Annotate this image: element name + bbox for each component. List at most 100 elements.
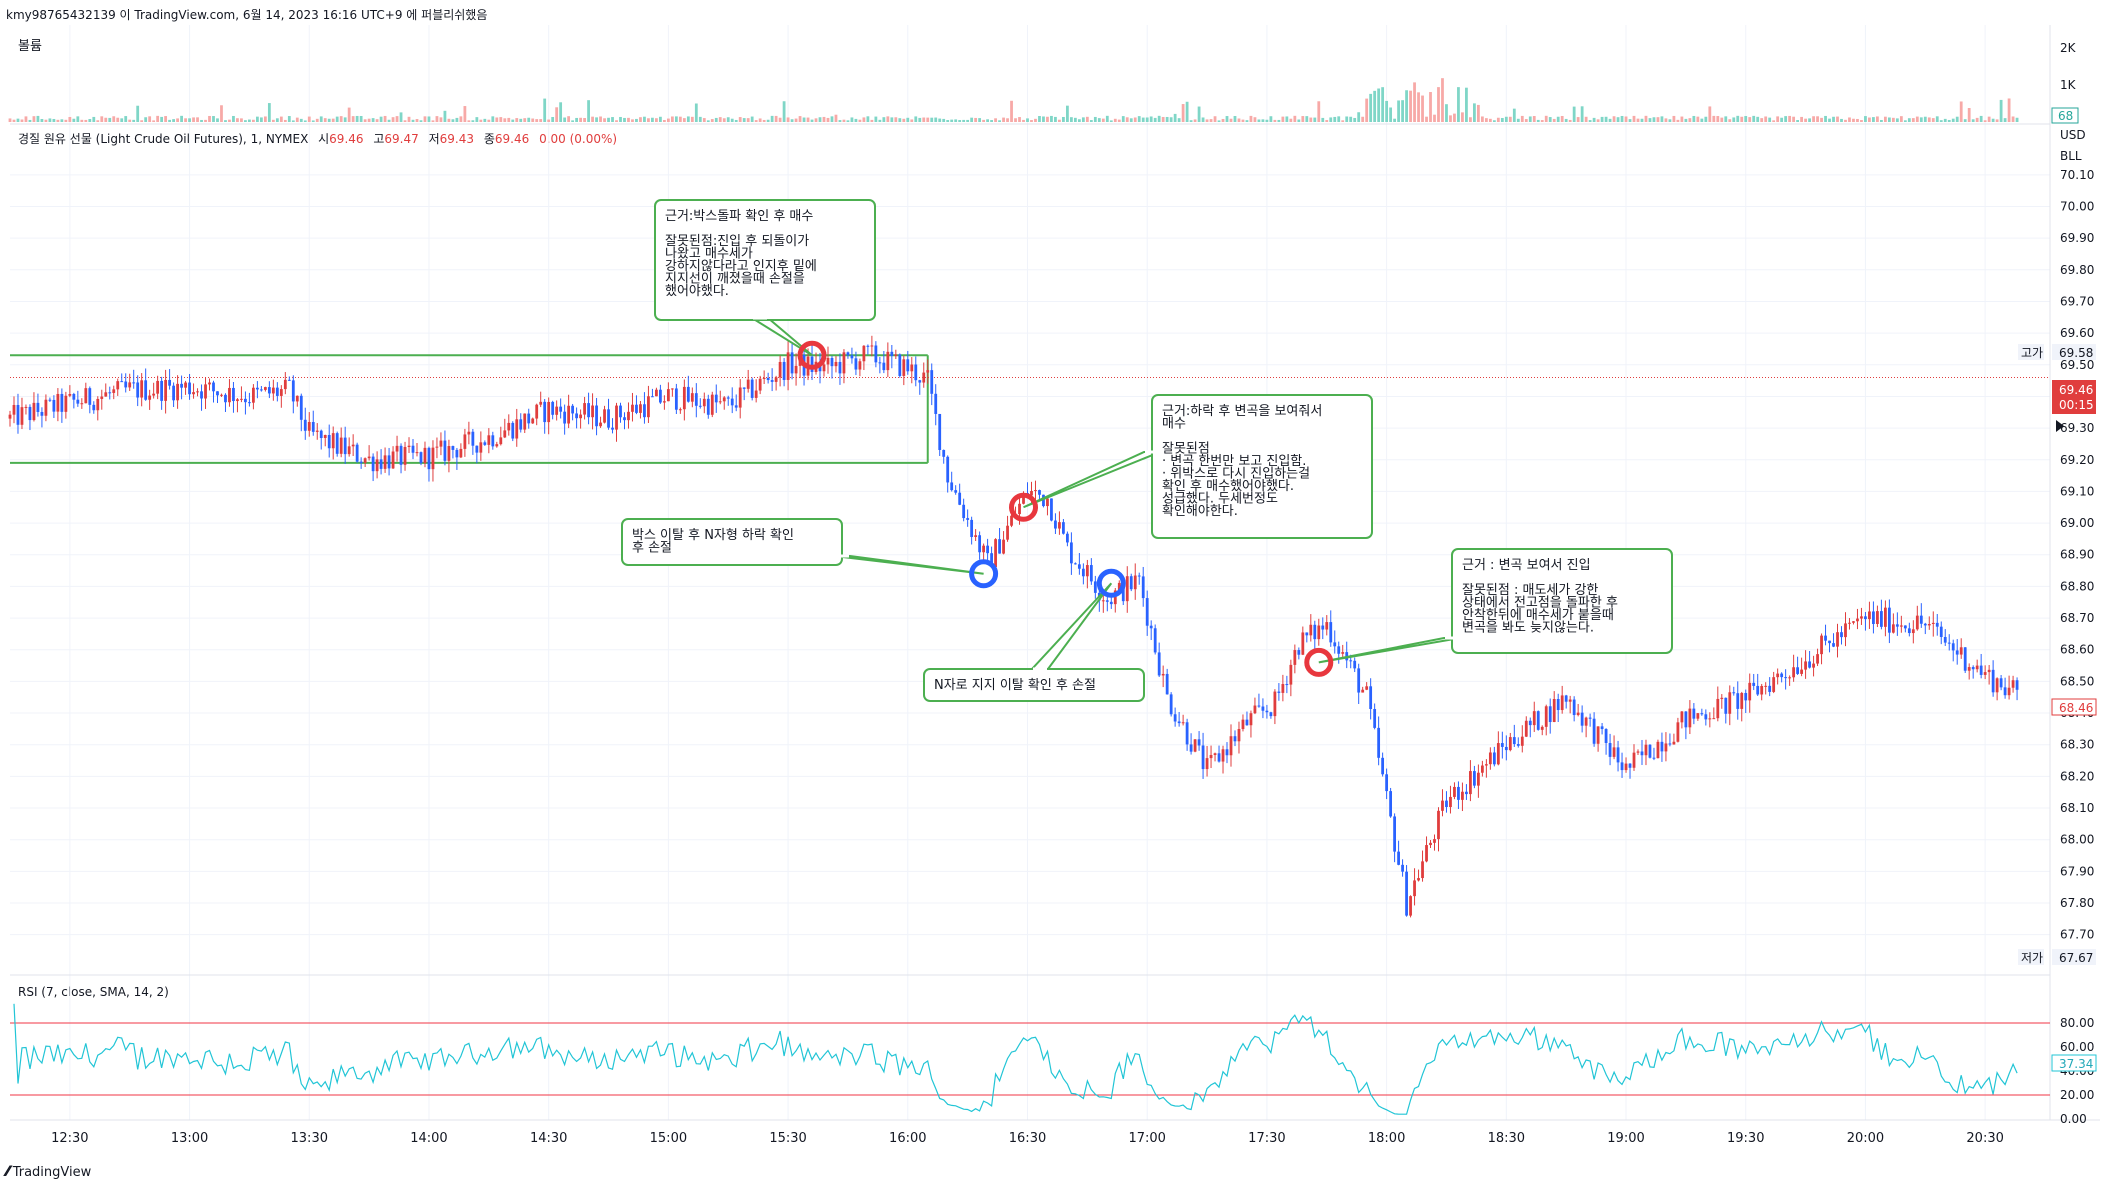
candle-body	[782, 361, 786, 380]
candle-body	[1780, 673, 1784, 678]
volume-bar	[1816, 116, 1819, 122]
candle-body	[331, 433, 335, 449]
candle-body	[659, 389, 662, 403]
candle-body	[543, 401, 547, 423]
volume-bar	[1077, 119, 1081, 122]
candle-body	[12, 404, 16, 415]
candle-body	[1301, 632, 1305, 655]
volume-bar	[267, 103, 271, 122]
footer-brand[interactable]: ⁄⁄ TradingView	[6, 1164, 91, 1180]
price-tick-label: 69.10	[2060, 484, 2094, 498]
candle-body	[92, 404, 96, 411]
volume-bar	[1349, 116, 1353, 122]
candle-body	[1812, 663, 1815, 668]
callout-text-line: 변곡을 봐도 늦지않는다.	[1462, 621, 1594, 636]
volume-bar	[323, 118, 327, 122]
candle-body	[271, 387, 275, 394]
candle-body	[1073, 563, 1077, 565]
candle-body	[1887, 607, 1891, 633]
volume-bar	[842, 119, 846, 122]
volume-bar	[1568, 119, 1572, 122]
price-tick-label: 68.30	[2060, 738, 2094, 752]
volume-bar	[1604, 116, 1608, 122]
candle-body	[894, 354, 898, 356]
candle-body	[1947, 642, 1951, 644]
volume-bar	[327, 118, 331, 122]
candle-body	[104, 392, 108, 397]
time-axis[interactable]: 12:30 13:00 13:30 14:00 14:30 15:00 15:30 16:00…	[51, 1131, 2004, 1146]
volume-bar	[1261, 119, 1265, 122]
candle-body	[40, 411, 44, 416]
volume-bar	[1880, 119, 1883, 122]
candle-body	[128, 382, 132, 388]
candle-body	[1768, 685, 1772, 692]
candle-body	[599, 422, 602, 427]
volume-bar	[1584, 116, 1588, 122]
volume-bar	[1125, 117, 1129, 122]
volume-bar	[363, 119, 367, 122]
volume-bar	[1038, 116, 1041, 122]
volume-bar	[515, 118, 519, 122]
candle-body	[1193, 739, 1197, 752]
candle-body	[794, 365, 798, 374]
volume-bar	[96, 120, 100, 122]
candle-body	[56, 393, 60, 412]
candle-body	[1361, 689, 1365, 693]
candle-body	[479, 442, 483, 453]
volume-bar	[1820, 117, 1823, 122]
candle-body	[842, 352, 846, 374]
volume-bar	[295, 117, 299, 122]
candle-body	[244, 398, 247, 403]
volume-bar	[403, 120, 407, 122]
candle-body	[255, 387, 259, 390]
volume-bar	[1744, 116, 1748, 122]
volume-bar	[1800, 116, 1803, 122]
candle-body	[1732, 692, 1736, 694]
volume-bar	[355, 115, 359, 122]
candle-body	[1672, 741, 1676, 745]
candle-body	[1959, 647, 1963, 655]
candle-body	[1309, 624, 1313, 636]
candle-body	[591, 405, 594, 418]
candle-body	[1728, 692, 1732, 714]
volume-bar	[1548, 117, 1552, 122]
candle-body	[1425, 845, 1428, 862]
trade-marker-circle-2	[969, 559, 999, 589]
volume-bar	[168, 119, 172, 122]
volume-bar	[411, 119, 415, 122]
candle-body	[1069, 542, 1073, 564]
candle-body	[395, 445, 399, 452]
candle-body	[1939, 626, 1943, 638]
volume-bar	[1792, 116, 1796, 122]
candle-body	[1544, 706, 1548, 727]
time-tick-label: 19:30	[1727, 1131, 1764, 1146]
volume-bar	[1668, 119, 1672, 122]
candle-body	[1636, 751, 1640, 753]
candle-body	[1792, 667, 1796, 678]
scroll-right-icon[interactable]	[2056, 420, 2064, 432]
volume-bar	[447, 118, 451, 122]
volume-bar	[1321, 117, 1325, 122]
volume-bar	[1939, 120, 1943, 122]
volume-bar	[1149, 116, 1153, 122]
volume-bar	[1544, 115, 1548, 122]
candle-body	[950, 482, 954, 491]
volume-bar	[1297, 119, 1301, 122]
candle-body	[1006, 525, 1009, 540]
candle-body	[678, 409, 682, 411]
price-tick-label: 68.20	[2060, 769, 2094, 783]
volume-bar	[1066, 105, 1069, 122]
callout-text-line: 잘못된점:진입 후 되돌이가	[665, 234, 809, 249]
volume-bar	[1433, 114, 1436, 122]
volume-bar	[1301, 116, 1305, 122]
candle-body	[491, 435, 495, 447]
price-axis[interactable]: USD BLL	[2060, 128, 2086, 163]
volume-bar	[1050, 115, 1053, 122]
candle-body	[786, 352, 790, 380]
trade-markers[interactable]	[797, 340, 1334, 677]
volume-bar	[970, 117, 974, 122]
candle-body	[1935, 622, 1939, 627]
volume-bar	[24, 116, 28, 122]
